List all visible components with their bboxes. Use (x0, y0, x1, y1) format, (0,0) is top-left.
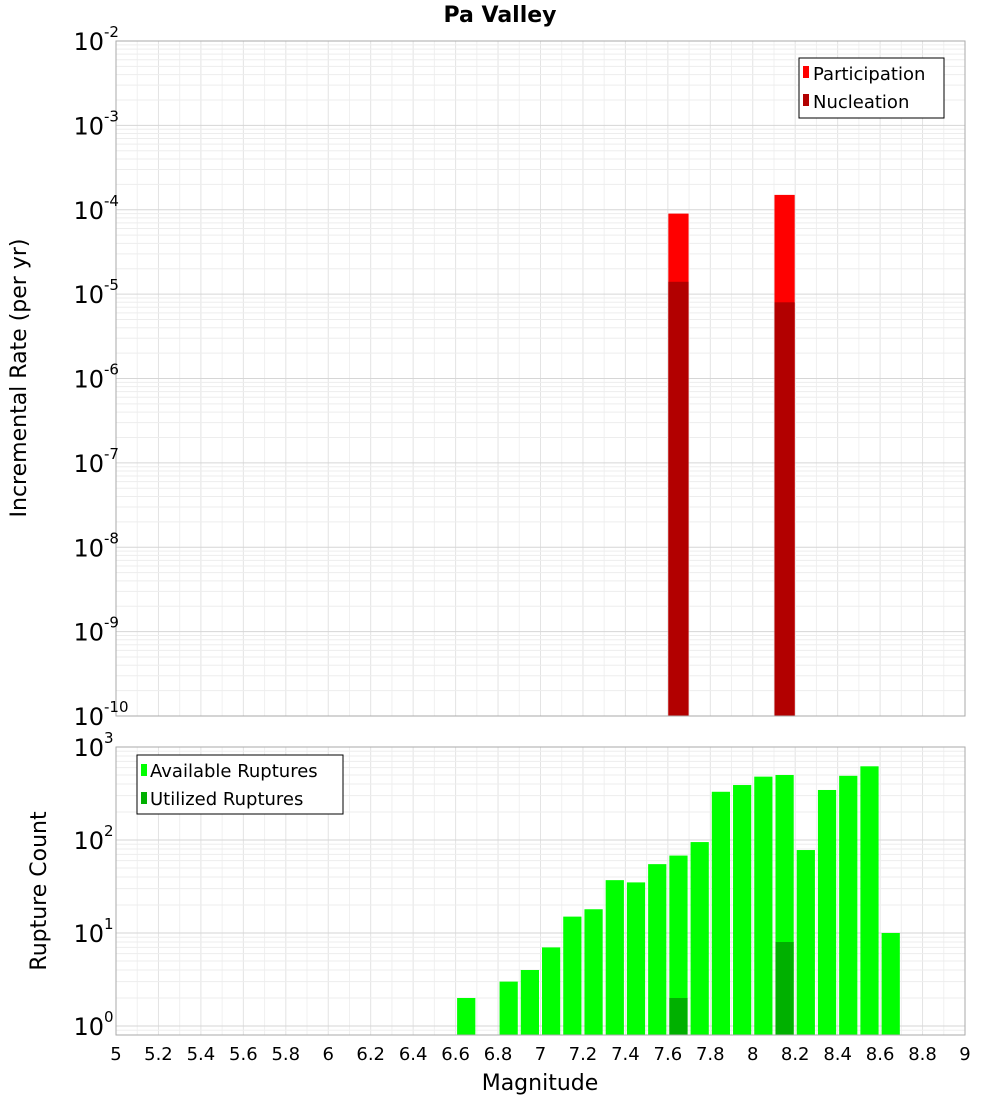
bottom-bar-series-1 (796, 850, 815, 1035)
bottom-bar-series-1 (626, 882, 646, 1035)
bottom-bar-series-1 (881, 932, 900, 1035)
bottom-y-tick-label: 10 (73, 920, 104, 948)
bottom-bar-series-1 (669, 855, 688, 1035)
bottom-bar-series-1 (839, 775, 858, 1035)
top-y-tick-exponent: -9 (104, 614, 119, 632)
bottom-plot-frame (115, 746, 966, 1036)
bottom-y-tick-label: 10 (73, 734, 104, 762)
top-y-tick-exponent: -7 (104, 445, 119, 463)
bottom-bar-series-1 (584, 909, 603, 1035)
top-y-tick-exponent: -6 (104, 361, 119, 379)
top-y-tick-label: 10 (73, 534, 104, 562)
bottom-legend-box (136, 754, 344, 815)
top-y-tick-label: 10 (73, 197, 104, 225)
x-tick-label: 6 (323, 1044, 334, 1065)
bottom-bar-series-1 (690, 842, 709, 1035)
top-y-tick-label: 10 (73, 619, 104, 647)
legend-available-swatch (141, 764, 147, 776)
top-bar-series-2 (668, 281, 689, 716)
top-y-tick-exponent: -4 (104, 192, 119, 210)
bottom-bar-series-2 (669, 997, 688, 1035)
top-plot-frame (115, 40, 966, 717)
x-tick-label: 8.6 (866, 1044, 895, 1065)
top-y-tick-label: 10 (73, 112, 104, 140)
top-y-tick-exponent: -3 (104, 107, 119, 125)
x-tick-label: 5.2 (144, 1044, 173, 1065)
top-bars (668, 194, 795, 717)
top-legend: Participation Nucleation (798, 57, 945, 119)
bottom-y-tick-exponent: 0 (104, 1008, 114, 1026)
bottom-y-tick-label: 10 (73, 1013, 104, 1041)
x-tick-label: 6.6 (441, 1044, 470, 1065)
x-tick-label: 6.8 (484, 1044, 513, 1065)
bottom-y-axis-title: Rupture Count (27, 811, 52, 971)
top-y-tick-label: 10 (73, 366, 104, 394)
x-tick-label: 5.4 (187, 1044, 216, 1065)
x-tick-label: 8.8 (908, 1044, 937, 1065)
top-gridlines (115, 40, 966, 717)
x-tick-label: 7.2 (569, 1044, 598, 1065)
bottom-bar-series-2 (775, 942, 794, 1035)
top-bar-series-2 (774, 302, 795, 716)
x-tick-label: 5.8 (271, 1044, 300, 1065)
bottom-bar-series-1 (733, 785, 752, 1035)
x-tick-label: 6.2 (356, 1044, 385, 1065)
bottom-bar-series-1 (605, 880, 624, 1035)
x-tick-label: 8.4 (823, 1044, 852, 1065)
bottom-y-tick-exponent: 1 (104, 915, 114, 933)
bottom-y-tick-exponent: 2 (104, 822, 114, 840)
bottom-bar-series-1 (711, 791, 731, 1035)
legend-nucleation-swatch (803, 94, 809, 106)
x-tick-label: 7.6 (654, 1044, 683, 1065)
bottom-bar-series-1 (499, 981, 518, 1035)
bottom-bar-series-1 (860, 766, 879, 1035)
top-y-tick-exponent: -5 (104, 276, 119, 294)
top-y-tick-label: 10 (73, 450, 104, 478)
x-tick-label: 6.4 (399, 1044, 428, 1065)
bottom-bar-series-1 (563, 916, 582, 1035)
bottom-bar-series-1 (520, 969, 539, 1035)
x-tick-label: 5.6 (229, 1044, 258, 1065)
legend-participation-label: Participation (813, 64, 925, 85)
top-y-axis-title: Incremental Rate (per yr) (7, 239, 32, 518)
bottom-bar-series-1 (754, 776, 773, 1035)
top-y-tick-label: 10 (73, 281, 104, 309)
top-legend-box (798, 57, 945, 119)
x-tick-label: 5 (110, 1044, 121, 1065)
bottom-y-tick-label: 10 (73, 827, 104, 855)
top-y-tick-label: 10 (73, 28, 104, 56)
top-y-tick-label: 10 (73, 703, 104, 731)
legend-utilized-label: Utilized Ruptures (150, 789, 303, 810)
bottom-bar-series-1 (542, 947, 561, 1035)
x-tick-labels: 5 5.2 5.4 5.6 5.8 6 6.2 6.4 6.6 6.8 7 7.2 7.4 7.6 7.8 8… (110, 1044, 970, 1065)
x-axis-title: Magnitude (482, 1071, 599, 1096)
chart-title: Pa Valley (443, 3, 556, 28)
top-y-tick-exponent: -8 (104, 529, 119, 547)
bottom-legend: Available Ruptures Utilized Ruptures (136, 754, 344, 815)
x-tick-label: 7 (535, 1044, 546, 1065)
x-tick-label: 7.4 (611, 1044, 640, 1065)
bottom-bar-series-1 (648, 864, 667, 1035)
x-tick-label: 8.2 (781, 1044, 810, 1065)
legend-nucleation-label: Nucleation (813, 92, 909, 113)
bottom-bar-series-1 (457, 997, 476, 1035)
legend-utilized-swatch (141, 792, 147, 804)
x-tick-label: 8 (747, 1044, 758, 1065)
legend-participation-swatch (803, 66, 809, 78)
x-tick-label: 7.8 (696, 1044, 725, 1065)
top-y-tick-exponent: -10 (104, 698, 129, 716)
bottom-y-tick-exponent: 3 (104, 729, 114, 747)
top-y-tick-exponent: -2 (104, 23, 119, 41)
bottom-bar-series-1 (817, 789, 837, 1035)
legend-available-label: Available Ruptures (150, 761, 318, 782)
x-tick-label: 9 (959, 1044, 970, 1065)
bottom-bars (457, 766, 900, 1035)
